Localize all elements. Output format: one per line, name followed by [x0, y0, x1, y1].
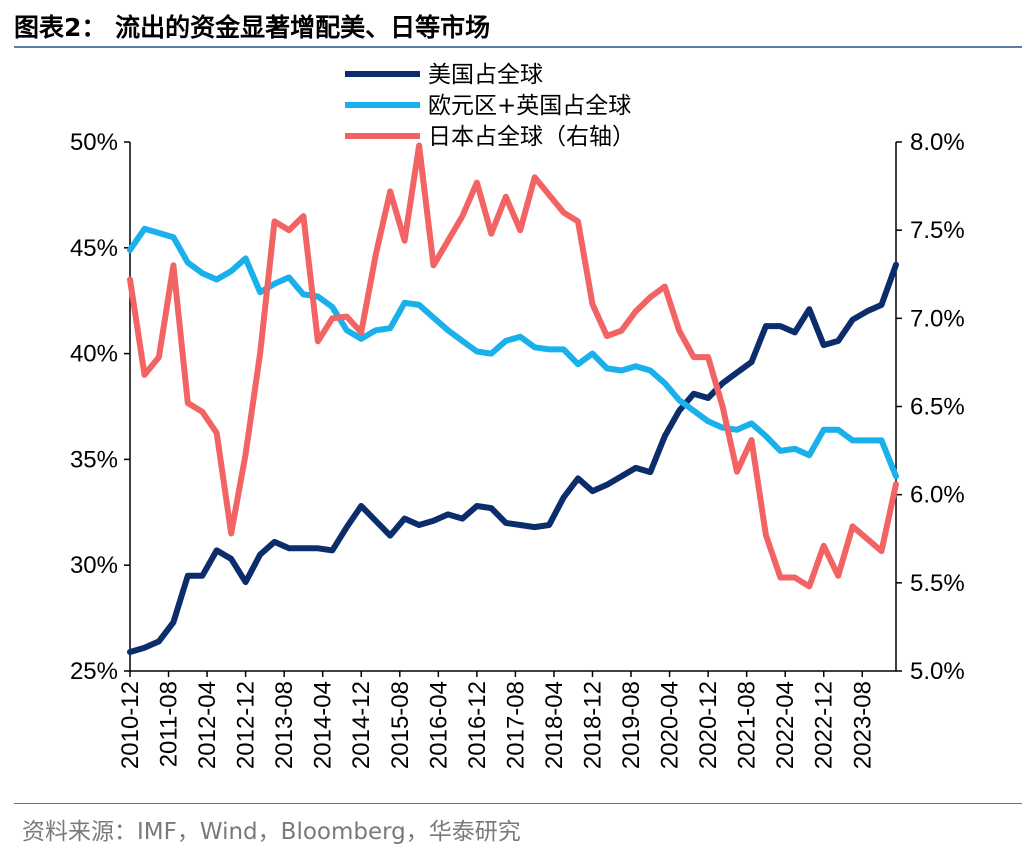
- chart-title: 图表2： 流出的资金显著增配美、日等市场: [14, 13, 491, 42]
- series-lines: [127, 142, 899, 655]
- x-tick-label: 2018-04: [541, 681, 568, 769]
- series-line-1: [127, 225, 899, 480]
- series-line-2: [127, 142, 899, 590]
- left-y-tick-label: 30%: [70, 552, 118, 579]
- left-y-tick-label: 50%: [70, 129, 118, 156]
- left-y-tick-label: 35%: [70, 446, 118, 473]
- x-tick-label: 2014-04: [310, 681, 337, 769]
- legend-label-2: 日本占全球（右轴）: [428, 124, 635, 150]
- x-tick-label: 2020-04: [657, 681, 684, 769]
- x-tick-label: 2012-12: [233, 681, 260, 769]
- x-tick-label: 2016-04: [425, 681, 452, 769]
- legend-label-0: 美国占全球: [428, 62, 543, 88]
- right-y-tick-label: 5.0%: [910, 658, 965, 685]
- title-rule: [14, 46, 1022, 48]
- x-tick-label: 2015-08: [387, 681, 414, 769]
- left-y-tick-label: 40%: [70, 341, 118, 368]
- x-tick-label: 2019-08: [618, 681, 645, 769]
- x-tick-label: 2022-12: [811, 681, 838, 769]
- x-tick-label: 2012-04: [194, 681, 221, 769]
- x-tick-label: 2023-08: [849, 681, 876, 769]
- right-y-tick-label: 7.0%: [910, 305, 965, 332]
- right-y-tick-label: 6.5%: [910, 394, 965, 421]
- x-tick-label: 2017-08: [502, 681, 529, 769]
- right-y-tick-label: 6.0%: [910, 482, 965, 509]
- x-tick-label: 2021-08: [734, 681, 761, 769]
- left-y-tick-label: 25%: [70, 658, 118, 685]
- right-y-tick-label: 5.5%: [910, 570, 965, 597]
- x-tick-label: 2013-08: [271, 681, 298, 769]
- x-tick-label: 2018-12: [579, 681, 606, 769]
- chart-axes: 25% 30% 35% 40% 45% 50% 5.0% 5.5% 6.0% 6.5% 7.0% 7.…: [70, 129, 965, 769]
- x-tick-label: 2010-12: [117, 681, 144, 769]
- left-y-tick-label: 45%: [70, 235, 118, 262]
- source-rule: [14, 803, 1022, 804]
- x-tick-label: 2022-04: [772, 681, 799, 769]
- x-tick-label: 2011-08: [156, 681, 183, 767]
- legend-label-1: 欧元区+英国占全球: [428, 93, 631, 119]
- right-y-tick-label: 7.5%: [910, 217, 965, 244]
- source-note: 资料来源：IMF，Wind，Bloomberg，华泰研究: [22, 819, 521, 845]
- x-tick-label: 2014-12: [348, 681, 375, 769]
- x-tick-label: 2020-12: [695, 681, 722, 769]
- x-tick-label: 2016-12: [464, 681, 491, 769]
- right-y-tick-label: 8.0%: [910, 129, 965, 156]
- series-line-0: [127, 261, 899, 655]
